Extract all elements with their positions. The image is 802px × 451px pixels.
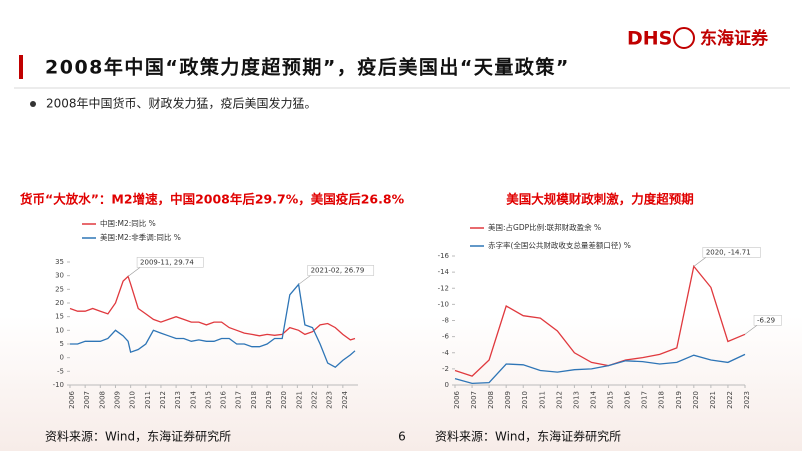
x-tick-label: 2012 — [159, 391, 167, 409]
x-tick-label: 2016 — [220, 390, 228, 408]
y-tick-label: -4 — [442, 349, 450, 357]
x-tick-label: 2008 — [487, 391, 495, 409]
x-tick-label: 2007 — [470, 391, 478, 409]
legend-label: 赤字率(全国公共财政收支总量差额口径) % — [488, 240, 631, 250]
annotation-text: 2021-02, 26.79 — [311, 266, 365, 274]
x-tick-label: 2015 — [204, 391, 212, 409]
title-accent — [19, 55, 23, 79]
page-number: 6 — [398, 430, 406, 444]
annotation-text: 2009-11, 29.74 — [140, 258, 194, 266]
x-tick-label: 2014 — [589, 390, 597, 408]
x-tick-label: 2015 — [607, 391, 615, 409]
x-tick-label: 2021 — [295, 391, 303, 409]
logo-name: 东海证券 — [700, 28, 769, 49]
y-tick-label: 5 — [60, 340, 64, 348]
series-line — [454, 353, 746, 385]
x-tick-label: 2010 — [521, 391, 529, 409]
x-tick-label: 2011 — [538, 391, 546, 409]
x-tick-label: 2021 — [709, 391, 717, 409]
legend-label: 美国:M2:非季调:同比 % — [100, 232, 181, 242]
x-tick-label: 2006 — [453, 390, 461, 408]
x-tick-label: 2017 — [641, 391, 649, 409]
x-tick-label: 2007 — [83, 391, 91, 409]
x-tick-label: 2018 — [658, 391, 666, 409]
annotation-text: -6.29 — [757, 316, 775, 324]
legend-label: 中国:M2:同比 % — [100, 218, 156, 228]
legend-label: 美国:占GDP比例:联邦财政盈余 % — [488, 222, 601, 232]
x-tick-label: 2009 — [504, 391, 512, 409]
annotation-leader — [127, 267, 141, 277]
y-tick-label: 15 — [55, 313, 64, 321]
chart-title: 美国大规模财政刺激，力度超预期 — [506, 192, 694, 207]
x-tick-label: 2019 — [675, 391, 683, 409]
y-tick-label: 0 — [60, 354, 64, 362]
x-tick-label: 2020 — [280, 391, 288, 409]
x-tick-label: 2020 — [692, 391, 700, 409]
annotation-leader — [693, 257, 707, 267]
x-tick-label: 2013 — [572, 391, 580, 409]
y-tick-label: -5 — [57, 367, 64, 375]
annotation-box — [307, 265, 375, 276]
x-tick-label: 2013 — [174, 391, 182, 409]
annotation-leader — [298, 275, 311, 285]
y-tick-label: -10 — [53, 381, 64, 389]
y-tick-label: 20 — [55, 299, 64, 307]
source-note: 资料来源：Wind，东海证券研究所 — [45, 429, 231, 444]
x-tick-label: 2022 — [311, 391, 319, 409]
chart-title: 货币“大放水”：M2增速，中国2008年后29.7%，美国疫后26.8% — [20, 192, 405, 207]
source-note: 资料来源：Wind，东海证券研究所 — [435, 429, 621, 444]
annotation-box — [702, 247, 761, 258]
x-tick-label: 2018 — [250, 391, 258, 409]
annotation-leader — [744, 325, 758, 335]
x-tick-label: 2011 — [144, 391, 152, 409]
logo-icon — [673, 27, 695, 49]
x-tick-label: 2019 — [265, 391, 273, 409]
y-tick-label: -10 — [438, 300, 449, 308]
x-tick-label: 2024 — [341, 390, 349, 408]
y-tick-label: 30 — [55, 272, 64, 280]
x-tick-label: 2017 — [235, 391, 243, 409]
y-tick-label: 25 — [55, 285, 64, 293]
series-line — [70, 282, 356, 368]
bullet-text: 2008年中国货币、财政发力猛，疫后美国发力猛。 — [46, 96, 317, 111]
x-tick-label: 2022 — [726, 391, 734, 409]
y-tick-label: -14 — [438, 268, 450, 276]
annotation-text: 2020, -14.71 — [706, 248, 751, 256]
x-tick-label: 2009 — [113, 391, 121, 409]
y-tick-label: -8 — [442, 317, 449, 325]
y-tick-label: -6 — [442, 333, 450, 341]
annotation-box — [136, 257, 204, 268]
bullet-dot — [30, 101, 36, 107]
annotation-box — [753, 315, 782, 326]
y-tick-label: -12 — [438, 284, 449, 292]
x-tick-label: 2012 — [555, 391, 563, 409]
logo-mark: DHS — [627, 28, 672, 50]
x-tick-label: 2006 — [68, 390, 76, 408]
y-tick-label: -16 — [438, 252, 450, 260]
slide-title: 2008年中国“政策力度超预期”，疫后美国出“天量政策” — [45, 56, 570, 79]
x-tick-label: 2023 — [743, 391, 751, 409]
x-tick-label: 2008 — [98, 391, 106, 409]
series-line — [454, 264, 746, 377]
series-line — [69, 275, 356, 341]
y-tick-label: 35 — [55, 258, 64, 266]
y-tick-label: 10 — [55, 326, 64, 334]
x-tick-label: 2010 — [129, 391, 137, 409]
x-tick-label: 2023 — [326, 391, 334, 409]
y-tick-label: -2 — [442, 365, 449, 373]
x-tick-label: 2016 — [624, 390, 632, 408]
x-tick-label: 2014 — [189, 390, 197, 408]
y-tick-label: 0 — [445, 381, 449, 389]
